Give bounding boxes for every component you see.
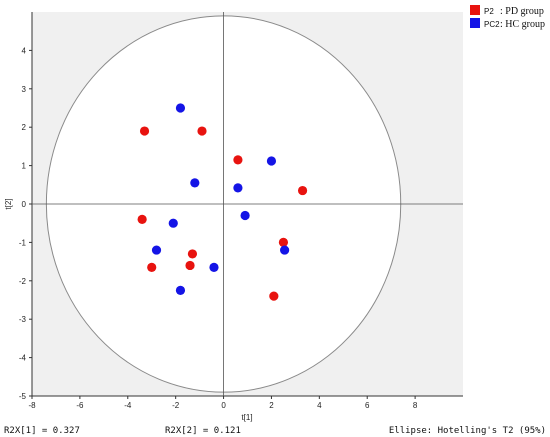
hc-group-point bbox=[151, 245, 162, 255]
hc-group-point bbox=[190, 178, 200, 188]
legend-swatch-hc bbox=[470, 18, 480, 28]
hc-group-point bbox=[209, 262, 219, 272]
x-tick-label: 2 bbox=[269, 401, 274, 410]
hc-group-point bbox=[175, 103, 186, 113]
crosshair-layer bbox=[32, 12, 463, 396]
pd-group-point bbox=[187, 249, 198, 259]
legend-label-pd: : PD group bbox=[500, 6, 544, 17]
x-axis-title: t[1] bbox=[241, 413, 252, 422]
x-tick-label: 0 bbox=[221, 401, 226, 410]
y-tick-label: 3 bbox=[22, 85, 27, 94]
y-axis-title: t[2] bbox=[4, 198, 13, 209]
hc-group-point bbox=[280, 245, 290, 255]
hc-group-point bbox=[266, 156, 277, 166]
pd-group-point bbox=[137, 214, 147, 224]
y-tick-label: 2 bbox=[22, 123, 27, 132]
y-tick-label: -3 bbox=[19, 315, 27, 324]
pd-group-point bbox=[185, 260, 195, 271]
ticks-layer: -8 -6 -4 -2 0 2 4 6 8 -5 -4 -3 -2 -1 0 1 2 3 4 bbox=[19, 46, 418, 410]
y-tick-label: 4 bbox=[22, 46, 27, 55]
legend-code-hc: PC2 bbox=[484, 20, 500, 29]
x-tick-label: 6 bbox=[365, 401, 370, 410]
pd-group-point bbox=[269, 291, 279, 301]
x-tick-label: -8 bbox=[28, 401, 36, 410]
pd-group-point bbox=[197, 126, 207, 136]
pd-group-point bbox=[297, 185, 308, 196]
hc-group-point bbox=[175, 285, 186, 295]
pd-group-point bbox=[139, 126, 150, 136]
legend: P2 : PD group PC2 : HC group bbox=[470, 5, 545, 30]
pd-group-point bbox=[278, 237, 289, 247]
legend-label-hc: : HC group bbox=[500, 19, 545, 30]
x-tick-label: 4 bbox=[317, 401, 322, 410]
y-tick-label: 0 bbox=[22, 200, 27, 209]
hc-group-point bbox=[240, 210, 250, 221]
y-tick-label: 1 bbox=[22, 162, 27, 171]
y-tick-label: -2 bbox=[19, 277, 27, 286]
footer-r2x1: R2X[1] = 0.327 bbox=[4, 426, 80, 436]
hc-group-point bbox=[233, 183, 243, 193]
footer-r2x2: R2X[2] = 0.121 bbox=[165, 426, 241, 436]
x-tick-label: 8 bbox=[413, 401, 418, 410]
footer-ellipse-label: Ellipse: Hotelling's T2 (95%) bbox=[389, 426, 546, 436]
pd-group-point bbox=[233, 155, 243, 165]
legend-code-pd: P2 bbox=[484, 7, 494, 16]
points-layer bbox=[137, 103, 308, 301]
legend-swatch-pd bbox=[470, 5, 480, 15]
x-tick-label: -6 bbox=[76, 401, 84, 410]
hc-group-point bbox=[168, 218, 178, 228]
x-tick-label: -2 bbox=[172, 401, 180, 410]
y-tick-label: -5 bbox=[19, 392, 27, 401]
pd-group-point bbox=[147, 262, 157, 272]
x-tick-label: -4 bbox=[124, 401, 132, 410]
y-tick-label: -4 bbox=[19, 354, 27, 363]
y-tick-label: -1 bbox=[19, 238, 27, 247]
